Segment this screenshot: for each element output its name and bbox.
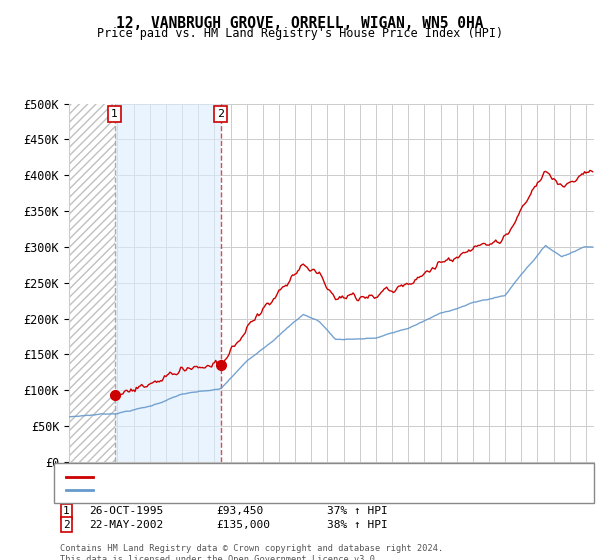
Text: £135,000: £135,000 bbox=[216, 520, 270, 530]
Text: 37% ↑ HPI: 37% ↑ HPI bbox=[327, 506, 388, 516]
Text: 1: 1 bbox=[111, 109, 118, 119]
Text: 38% ↑ HPI: 38% ↑ HPI bbox=[327, 520, 388, 530]
Text: 22-MAY-2002: 22-MAY-2002 bbox=[89, 520, 163, 530]
Text: 12, VANBRUGH GROVE, ORRELL, WIGAN, WN5 0HA (detached house): 12, VANBRUGH GROVE, ORRELL, WIGAN, WN5 0… bbox=[97, 472, 451, 482]
Text: Contains HM Land Registry data © Crown copyright and database right 2024.
This d: Contains HM Land Registry data © Crown c… bbox=[60, 544, 443, 560]
Text: £93,450: £93,450 bbox=[216, 506, 263, 516]
Text: 26-OCT-1995: 26-OCT-1995 bbox=[89, 506, 163, 516]
Text: 2: 2 bbox=[63, 520, 70, 530]
Bar bbox=[69, 104, 115, 462]
Text: 1: 1 bbox=[63, 506, 70, 516]
Text: HPI: Average price, detached house, Wigan: HPI: Average price, detached house, Wiga… bbox=[97, 485, 343, 495]
Text: 2: 2 bbox=[217, 109, 224, 119]
Text: 12, VANBRUGH GROVE, ORRELL, WIGAN, WN5 0HA: 12, VANBRUGH GROVE, ORRELL, WIGAN, WN5 0… bbox=[116, 16, 484, 31]
Text: Price paid vs. HM Land Registry's House Price Index (HPI): Price paid vs. HM Land Registry's House … bbox=[97, 27, 503, 40]
Bar bbox=[115, 104, 221, 462]
